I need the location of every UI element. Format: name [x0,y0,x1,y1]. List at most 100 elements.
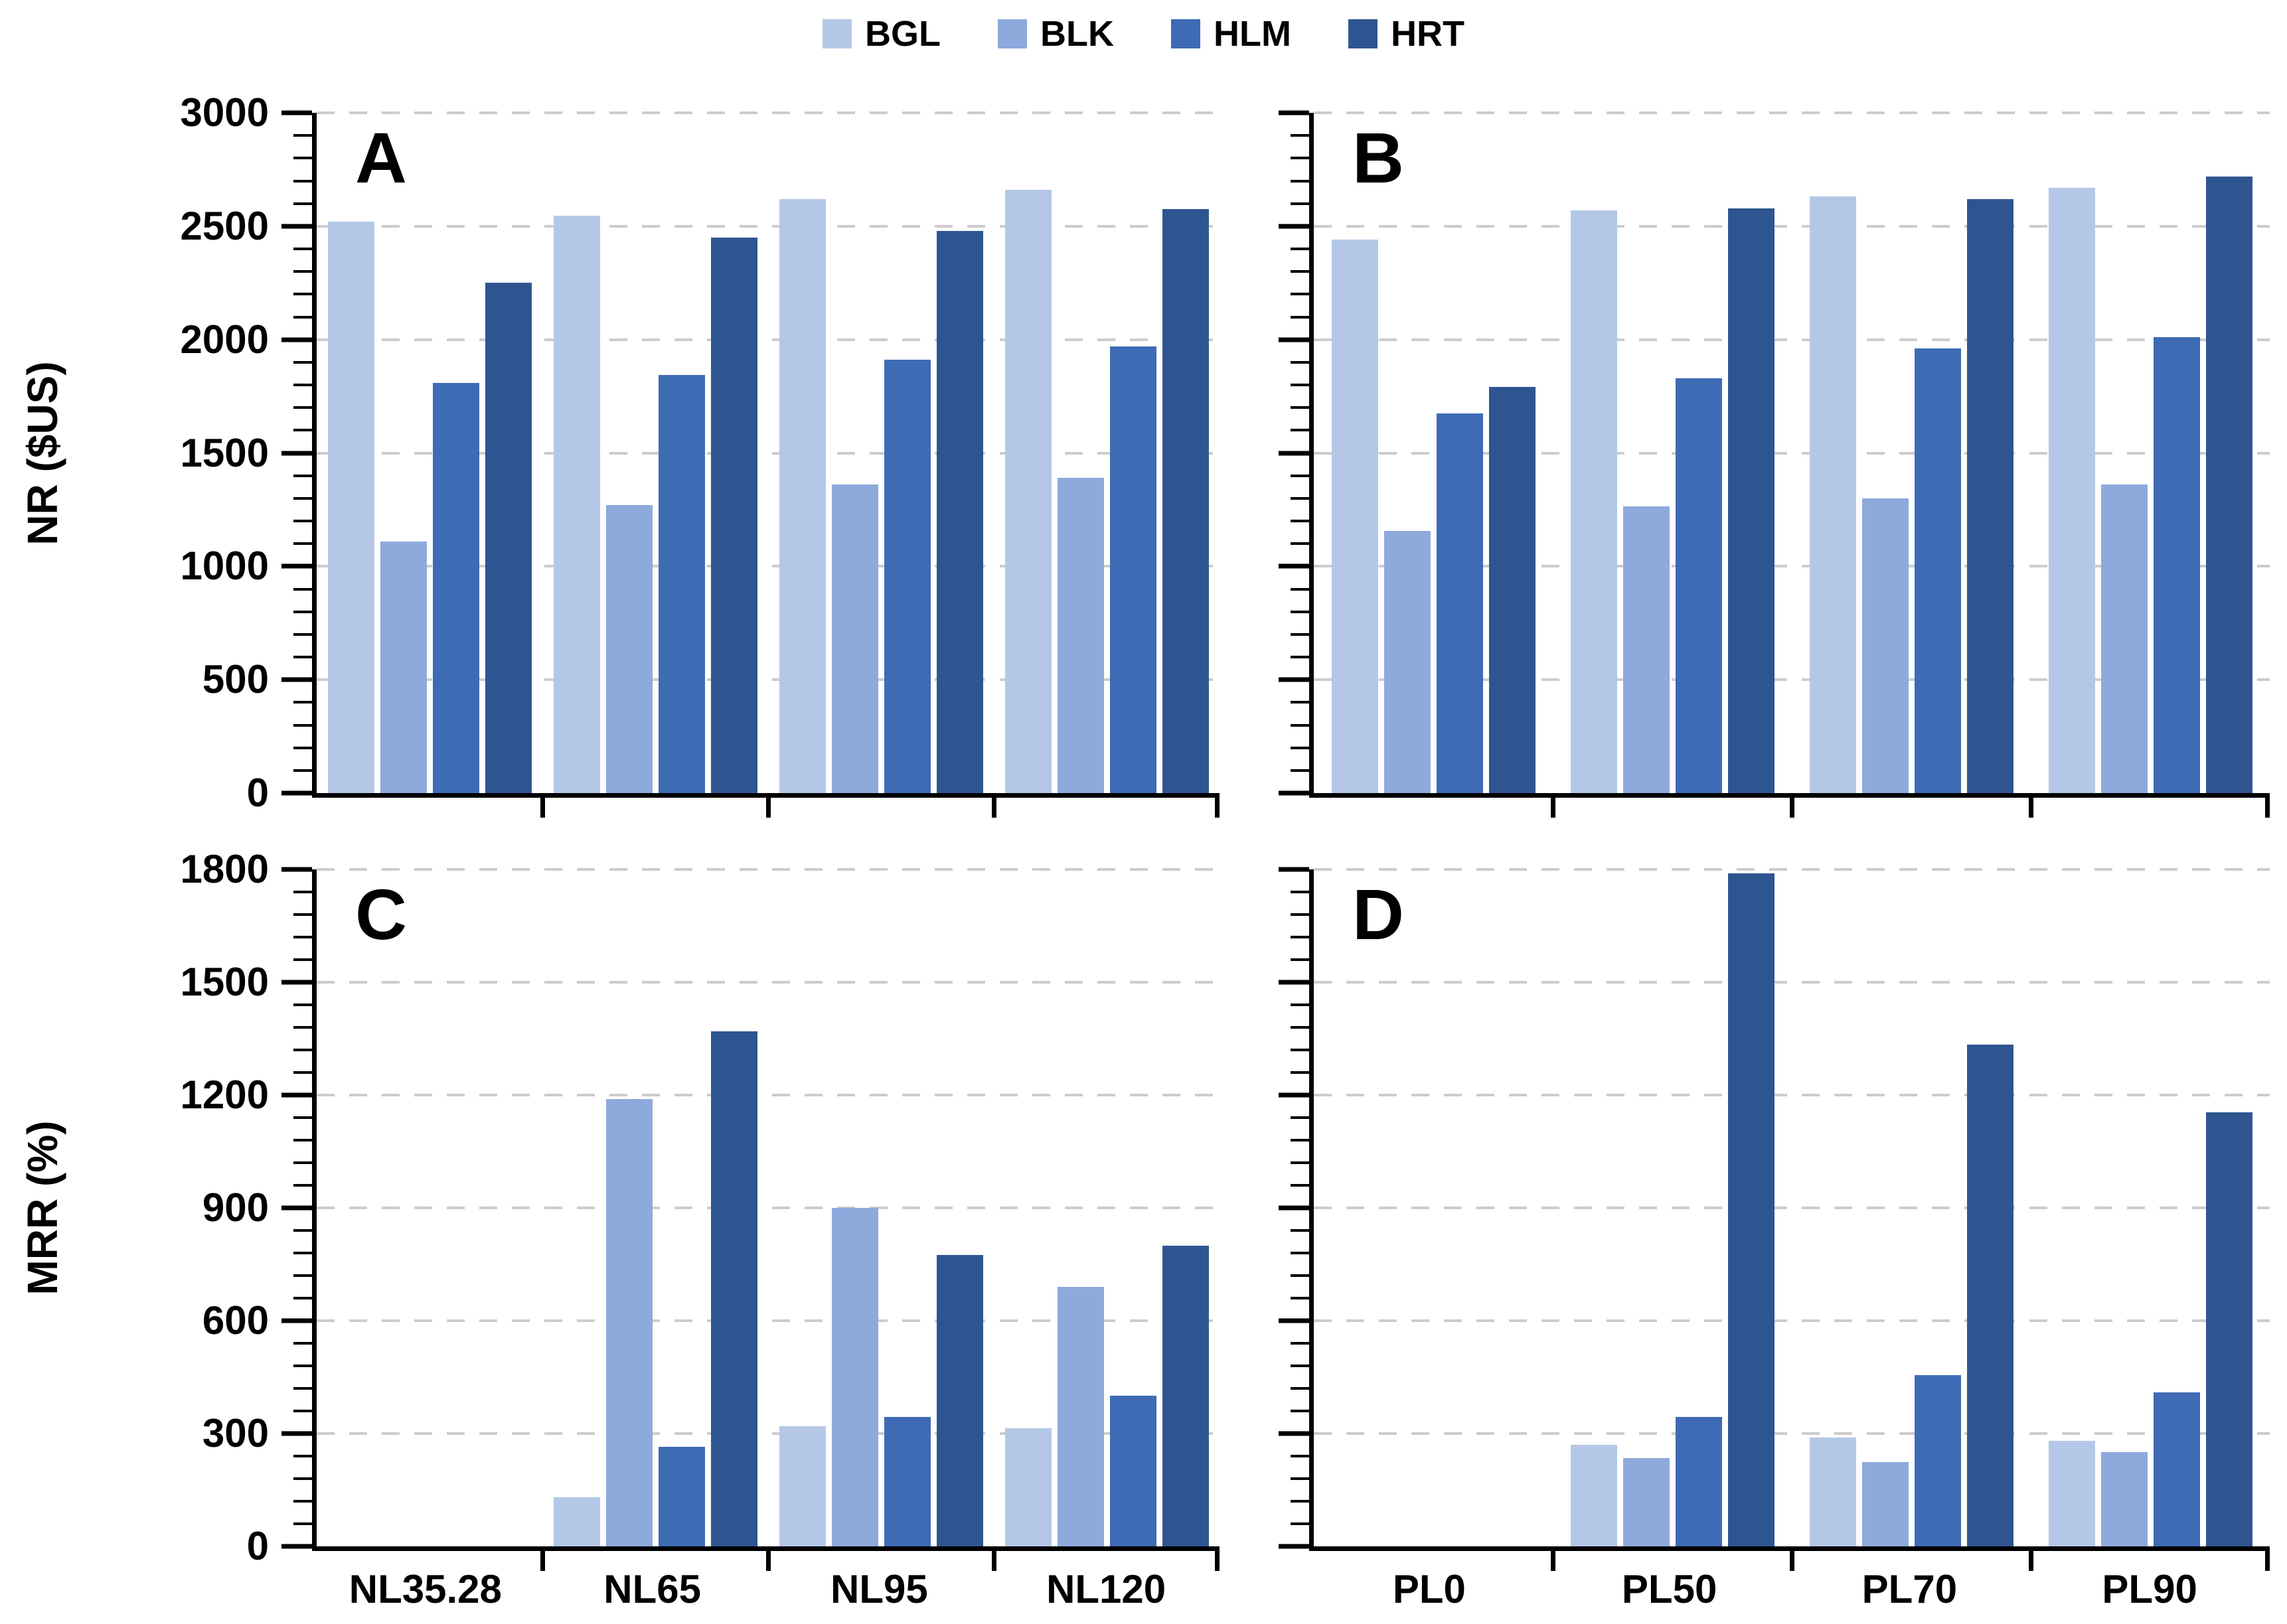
right-margin [2270,869,2287,1546]
y-minor-tick [1291,1252,1309,1254]
y-minor-tick [293,632,312,636]
y-tick-label-0: 0 [246,1524,269,1568]
y-minor-tick [293,587,312,591]
bar-BGL-PL90 [2048,187,2095,793]
y-minor-tick [1291,248,1309,250]
gridline-1200 [317,1093,1220,1096]
y-minor-tick [1291,1500,1309,1503]
y-major-tick-1200 [1279,1092,1309,1098]
gridline-1800 [317,868,1220,871]
y-minor-tick [293,1455,312,1457]
y-minor-tick [293,1161,312,1164]
y-minor-tick [293,1477,312,1480]
bar-HRT-PL50 [1727,873,1774,1546]
y-major-tick-2000 [1279,337,1309,342]
x-boundary-tick [1790,793,1794,818]
bar-BGL-PL0 [1331,240,1378,793]
bar-group-NL35.28 [317,113,542,793]
y-minor-tick [293,520,312,522]
bottom-row: MRR (%) 0 300 600 900 1200 1500 1800 C D [0,849,2287,1571]
y-minor-tick [293,1342,312,1345]
bar-HRT-PL0 [1488,387,1536,793]
y-tick-label-1500: 1500 [180,960,269,1004]
y-minor-tick [1291,656,1309,658]
gridline-1500 [317,980,1220,984]
y-tick-label-1000: 1000 [180,544,269,589]
y-minor-tick [293,723,312,727]
y-major-tick-1500 [281,980,312,985]
legend-item-HLM: HLM [1171,16,1291,52]
bar-BLK-NL95 [831,1208,878,1546]
bar-group-NL120 [994,113,1220,793]
y-minor-tick [1291,610,1309,613]
x-label-NL35.28: NL35.28 [349,1567,502,1611]
y-major-tick-1800 [281,867,312,872]
y-minor-tick [293,406,312,409]
y-minor-tick [1291,520,1309,522]
bar-BLK-PL70 [1861,1461,1909,1546]
bar-BLK-PL0 [1383,531,1431,793]
y-minor-tick [1291,1229,1309,1232]
gridline-2000 [317,338,1220,341]
y-minor-tick [293,360,312,364]
y-minor-tick [1291,406,1309,409]
bar-HRT-PL70 [1966,198,2013,793]
y-minor-tick [1291,723,1309,727]
x-boundary-tick [1215,793,1220,818]
bar-HLM-PL70 [1914,1375,1961,1546]
x-boundary-tick [1551,793,1555,818]
y-minor-tick [1291,1184,1309,1187]
x-boundary-tick [540,1546,545,1571]
bar-HRT-PL90 [2205,176,2252,793]
gridline-1200 [1314,1093,2270,1096]
bar-BGL-PL50 [1570,1445,1617,1546]
bar-HRT-PL50 [1727,208,1774,793]
bar-group-NL65 [542,113,768,793]
y-minor-tick [1291,1274,1309,1277]
y-minor-tick [293,1049,312,1051]
y-minor-tick [1291,936,1309,938]
y-tick-label-2000: 2000 [180,317,269,362]
bar-group-PL70 [1792,113,2031,793]
bar-BGL-PL70 [1809,1437,1856,1546]
y-minor-tick [1291,701,1309,704]
y-minor-tick [1291,1455,1309,1457]
bar-BLK-NL120 [1057,1287,1104,1546]
legend-item-BLK: BLK [998,16,1114,52]
y-major-tick-1000 [281,563,312,569]
y-minor-tick [1291,360,1309,364]
x-label-PL0: PL0 [1392,1567,1466,1611]
x-boundary-tick [540,793,545,818]
y-major-tick-1800 [1279,867,1309,872]
legend: BGL BLK HLM HRT [0,4,2287,64]
bar-HRT-NL95 [936,230,983,793]
bar-group-NL120 [994,869,1220,1546]
bar-HLM-PL90 [2153,1392,2200,1546]
y-minor-tick [293,1229,312,1232]
x-boundary-tick [2029,1546,2033,1571]
y-minor-tick [293,891,312,893]
panel-C-plot: 0 300 600 900 1200 1500 1800 C [181,849,1220,1571]
y-minor-tick [1291,542,1309,546]
gridline-500 [1314,678,2270,682]
y-major-tick-300 [1279,1431,1309,1436]
x-boundary-tick [1790,1546,1794,1571]
bar-group-NL95 [768,113,994,793]
panel-gap [1220,1546,1309,1624]
bar-HRT-NL120 [1162,1245,1209,1546]
y-minor-tick [293,429,312,432]
y-minor-tick [293,913,312,916]
x-label-PL50: PL50 [1621,1567,1717,1611]
y-minor-tick [1291,1026,1309,1029]
gridline-1000 [1314,565,2270,568]
gridline-300 [1314,1432,2270,1435]
gridline-1500 [317,451,1220,455]
gridline-1500 [1314,451,2270,455]
y-major-tick-300 [281,1431,312,1436]
legend-label-HRT: HRT [1390,14,1464,54]
y-major-tick-2500 [1279,224,1309,229]
legend-label-HLM: HLM [1214,14,1291,54]
panel-D-plot: D [1279,867,2270,1571]
bar-HLM-NL95 [884,360,931,793]
y-minor-tick [293,1003,312,1006]
